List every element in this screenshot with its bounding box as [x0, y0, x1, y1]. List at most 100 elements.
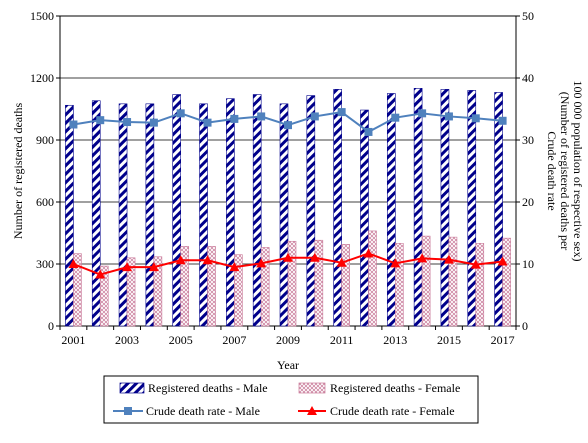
lines-layer	[68, 108, 508, 279]
x-tick-label: 2001	[61, 333, 85, 347]
bar-female	[448, 236, 458, 327]
bar-male	[360, 109, 369, 327]
point-male-rate	[310, 112, 319, 121]
x-axis-title: Year	[277, 358, 299, 372]
bar-male	[333, 89, 342, 327]
bar-female	[394, 243, 404, 327]
point-female-rate	[229, 262, 240, 272]
x-tick-label: 2013	[383, 333, 407, 347]
legend-label-male-bars: Registered deaths - Male	[148, 381, 268, 395]
point-female-rate	[470, 259, 481, 269]
point-female-rate	[417, 253, 428, 263]
bar-male	[118, 103, 128, 327]
point-male-rate	[364, 127, 373, 136]
y-tick-label: 1500	[30, 9, 54, 23]
axes-layer: 0 300 600 900 1200 1500 0 10 20 30 40 50 2001 2003 200…	[30, 9, 534, 347]
bar-female	[153, 256, 163, 327]
bar-female	[73, 253, 82, 327]
y2-tick-label: 40	[522, 71, 534, 85]
y2-tick-label: 30	[522, 133, 534, 147]
point-female-rate	[95, 269, 106, 279]
point-male-rate	[69, 120, 78, 129]
bar-female	[475, 243, 485, 327]
bar-male	[413, 88, 423, 327]
point-male-rate	[96, 116, 105, 125]
y-tick-label: 0	[48, 319, 54, 333]
bar-female	[314, 239, 324, 327]
point-male-rate	[418, 109, 427, 118]
legend-label-female-line: Crude death rate - Female	[330, 404, 455, 418]
point-female-rate	[309, 252, 320, 262]
bar-male	[199, 103, 208, 327]
bar-female	[502, 237, 511, 327]
y-tick-label: 600	[36, 195, 54, 209]
legend-frame	[103, 375, 479, 424]
bar-male	[91, 100, 101, 327]
x-tick-label: 2003	[115, 333, 139, 347]
point-male-rate	[471, 114, 480, 123]
x-tick-label: 2015	[437, 333, 461, 347]
point-female-rate	[256, 258, 267, 268]
bar-male	[226, 98, 235, 327]
bar-male	[494, 92, 503, 327]
point-male-rate	[498, 116, 507, 125]
point-male-rate	[444, 112, 453, 121]
point-male-rate	[284, 121, 292, 130]
x-tick-label: 2005	[169, 333, 193, 347]
bar-female	[368, 230, 377, 327]
point-male-rate	[203, 118, 212, 127]
y-tick-label: 1200	[30, 71, 54, 85]
y2-tick-label: 10	[522, 257, 534, 271]
point-male-rate	[230, 114, 239, 123]
y2-tick-label: 50	[522, 9, 534, 23]
point-female-rate	[390, 258, 401, 268]
bar-male	[172, 94, 182, 327]
y-tick-label: 300	[36, 257, 54, 271]
point-female-rate	[363, 248, 374, 258]
point-female-rate	[175, 255, 186, 265]
point-female-rate	[202, 255, 213, 265]
x-tick-label: 2007	[222, 333, 246, 347]
y2-tick-label: 20	[522, 195, 534, 209]
bar-female	[180, 246, 190, 327]
bar-female	[287, 240, 297, 327]
y-axis-title: Number of registered deaths	[11, 103, 25, 240]
point-female-rate	[148, 262, 159, 272]
point-female-rate	[497, 256, 508, 266]
bar-male	[65, 104, 74, 327]
point-female-rate	[283, 252, 293, 262]
bar-male	[386, 93, 396, 327]
point-male-rate	[391, 113, 400, 122]
y2-axis-title-line-1: Crude death rate	[545, 131, 559, 210]
bar-female	[99, 265, 109, 327]
legend-label-male-line: Crude death rate - Male	[146, 404, 260, 418]
y2-tick-label: 0	[522, 319, 528, 333]
x-tick-label: 2009	[276, 333, 300, 347]
point-male-rate	[176, 109, 185, 118]
bar-male	[440, 89, 450, 327]
bar-female	[234, 254, 243, 327]
y-tick-label: 900	[36, 133, 54, 147]
point-female-rate	[443, 254, 454, 264]
bar-female	[126, 257, 136, 327]
y2-axis-title-line-2: (Number of registered deaths per	[558, 92, 572, 251]
bar-female	[207, 246, 216, 327]
bar-female	[421, 235, 431, 327]
y2-axis-title-line-3: 100 000 population of respective sex)	[571, 81, 585, 262]
point-male-rate	[257, 112, 266, 121]
bar-male	[145, 103, 155, 327]
point-male-rate	[123, 118, 132, 127]
point-female-rate	[122, 262, 133, 272]
legend-swatch-male-bars	[119, 382, 145, 394]
point-female-rate	[68, 259, 79, 268]
legend-marker-male	[124, 407, 132, 415]
point-male-rate	[337, 108, 346, 117]
bar-female	[260, 247, 270, 327]
point-male-rate	[149, 118, 158, 127]
bar-male	[252, 94, 262, 327]
bar-male	[306, 95, 316, 327]
bar-female	[341, 244, 350, 327]
bar-male	[279, 103, 289, 327]
x-tick-label: 2011	[330, 333, 354, 347]
